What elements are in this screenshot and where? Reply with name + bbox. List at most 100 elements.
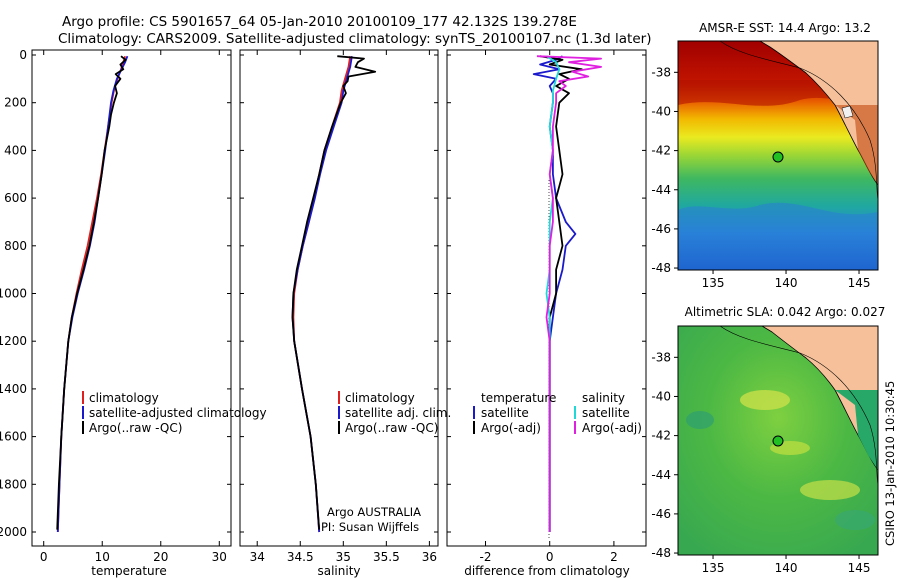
depth-tick-label: 1800 <box>0 477 27 491</box>
x-tick-label: 2 <box>610 550 618 564</box>
figure-title-line2: Climatology: CARS2009. Satellite-adjuste… <box>58 31 651 47</box>
lon-tick-label: 135 <box>702 276 725 290</box>
salinity-panel-frame <box>239 49 439 547</box>
depth-tick-label: 1400 <box>0 382 27 396</box>
sst-shelf <box>835 105 878 185</box>
depth-tick-label: 200 <box>4 96 27 110</box>
sla-map-axes: -38 -40 -42 -44 -46 -48 135 140 145 <box>651 350 870 575</box>
salinity-legend: climatology satellite adj. clim. Argo(..… <box>338 391 451 435</box>
lat-tick-label: -46 <box>651 507 671 521</box>
lat-tick-label: -40 <box>651 389 671 403</box>
lon-tick-label: 140 <box>775 561 798 575</box>
lon-tick-label: 145 <box>848 276 871 290</box>
depth-tick-label: 2000 <box>0 525 27 539</box>
sla-map <box>678 326 878 555</box>
lat-tick-label: -38 <box>651 350 671 364</box>
temperature-x-axis: 0 10 20 30 <box>40 50 227 564</box>
x-tick-label: 0 <box>546 550 554 564</box>
salinity-x-axis: 34 34.5 35 35.5 36 <box>250 50 437 564</box>
legend-s-satellite-label: satellite <box>582 406 630 420</box>
difference-xlabel: difference from climatology <box>464 564 630 578</box>
legend-climatology-label: climatology <box>89 391 159 405</box>
timestamp-stamp: CSIRO 13-Jan-2010 10:30:45 <box>883 381 897 546</box>
sst-map <box>678 41 878 270</box>
temperature-series-argo-raw-qc- <box>56 55 127 530</box>
sst-bathymetry-contour <box>719 41 878 201</box>
sla-float-marker <box>772 435 784 447</box>
temperature-series-climatology <box>56 55 126 533</box>
temperature-panel-frame <box>31 49 232 547</box>
lat-tick-label: -44 <box>651 468 671 482</box>
lat-tick-label: -38 <box>651 65 671 79</box>
lon-tick-label: 135 <box>702 561 725 575</box>
x-tick-label: 30 <box>212 550 227 564</box>
depth-tick-label: 1000 <box>0 287 27 301</box>
x-tick-label: 20 <box>153 550 168 564</box>
x-tick-label: 34 <box>250 550 265 564</box>
x-tick-label: 0 <box>40 550 48 564</box>
profile-series <box>56 55 602 533</box>
depth-tick-label: 0 <box>19 48 27 62</box>
depth-tick-label: 1200 <box>0 334 27 348</box>
difference-from-climatology-series-salinity-argo-adj- <box>536 55 602 532</box>
sst-map-title: AMSR-E SST: 14.4 Argo: 13.2 <box>699 21 871 35</box>
x-tick-label: 36 <box>422 550 437 564</box>
sla-shelf <box>835 390 878 470</box>
lat-tick-label: -48 <box>651 261 671 275</box>
x-tick-label: 35.5 <box>373 550 400 564</box>
salinity-series-argo-raw-qc- <box>291 55 377 530</box>
temperature-xlabel: temperature <box>91 564 166 578</box>
lat-tick-label: -42 <box>651 429 671 443</box>
legend-salinity-head: salinity <box>582 391 625 405</box>
sst-island <box>841 105 854 119</box>
salinity-series-satellite-adj-clim- <box>291 56 353 533</box>
sla-map-title: Altimetric SLA: 0.042 Argo: 0.027 <box>685 305 886 319</box>
lat-tick-label: -46 <box>651 222 671 236</box>
depth-tick-label: 400 <box>4 143 27 157</box>
figure-title-line1: Argo profile: CS 5901657_64 05-Jan-2010 … <box>62 14 577 30</box>
lat-tick-label: -48 <box>651 546 671 560</box>
salinity-xlabel: salinity <box>317 564 360 578</box>
x-tick-label: 10 <box>95 550 110 564</box>
lat-tick-label: -44 <box>651 183 671 197</box>
temperature-series-satellite-adjusted-climatology <box>56 55 129 533</box>
lat-tick-label: -42 <box>651 144 671 158</box>
salinity-series-climatology <box>292 56 352 533</box>
legend-climatology-label: climatology <box>345 391 415 405</box>
lon-tick-label: 140 <box>775 276 798 290</box>
sla-high-patch <box>800 480 860 500</box>
sla-bathymetry-contour <box>719 326 878 486</box>
pi-note: PI: Susan Wijffels <box>321 520 419 534</box>
legend-satellite-label: satellite-adjusted climatology <box>89 406 267 420</box>
sst-cool-patch <box>678 202 878 270</box>
sst-map-axes: -38 -40 -42 -44 -46 -48 135 140 145 <box>651 65 870 290</box>
depth-tick-label: 800 <box>4 239 27 253</box>
sla-high-patch <box>740 390 790 410</box>
x-tick-label: -2 <box>480 550 492 564</box>
legend-t-satellite-label: satellite <box>481 406 529 420</box>
difference-legend: temperature satellite Argo(-adj) salinit… <box>473 391 642 435</box>
depth-axis: 0 200 400 600 800 1000 1200 1400 1600 1800 2000 <box>0 48 646 539</box>
difference-from-climatology-series-temperature-satellite <box>532 55 577 532</box>
lat-tick-label: -40 <box>651 104 671 118</box>
difference-panel-frame <box>446 49 647 547</box>
legend-argo-label: Argo(..raw -QC) <box>89 421 182 435</box>
legend-temperature-head: temperature <box>481 391 556 405</box>
sla-map-frame <box>677 325 879 556</box>
sla-low-patch <box>686 411 714 429</box>
legend-argo-label: Argo(..raw -QC) <box>345 421 438 435</box>
x-tick-label: 34.5 <box>287 550 314 564</box>
sst-float-marker <box>772 151 784 163</box>
temperature-legend: climatology satellite-adjusted climatolo… <box>82 391 267 435</box>
legend-t-argo-label: Argo(-adj) <box>481 421 541 435</box>
legend-s-argo-label: Argo(-adj) <box>582 421 642 435</box>
sst-map-frame <box>677 40 879 271</box>
depth-tick-label: 600 <box>4 191 27 205</box>
legend-satellite-label: satellite adj. clim. <box>345 406 451 420</box>
x-tick-label: 35 <box>336 550 351 564</box>
sla-low-patch <box>835 510 875 530</box>
program-note: Argo AUSTRALIA <box>327 505 421 519</box>
depth-tick-label: 1600 <box>0 430 27 444</box>
difference-x-axis: -2 0 2 <box>480 50 618 564</box>
